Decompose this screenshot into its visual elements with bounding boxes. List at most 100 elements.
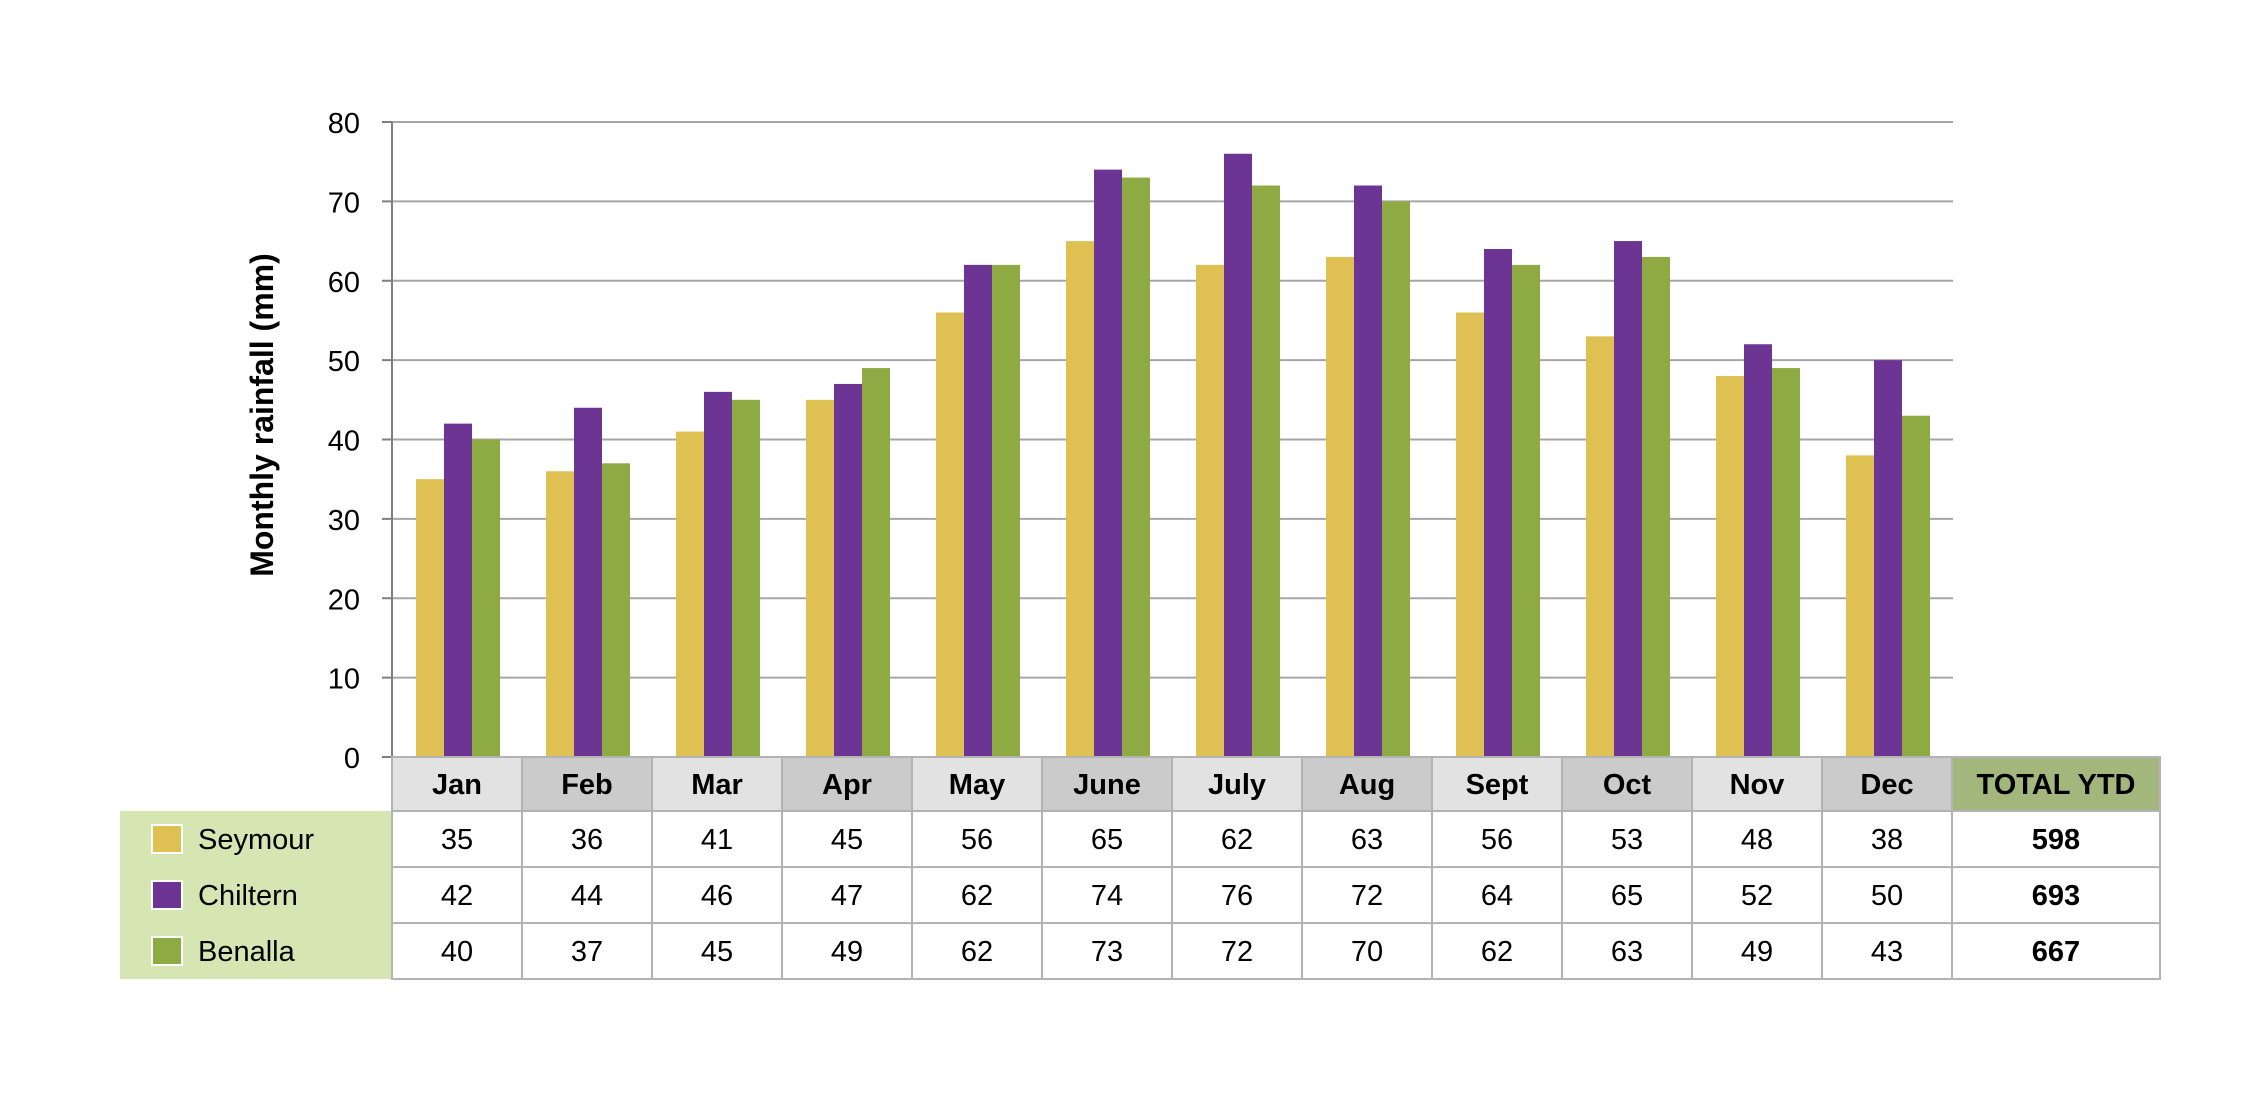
table-cell [1431,810,1563,868]
y-axis-label: Monthly rainfall (mm) [244,253,280,577]
data-label: 56 [961,824,993,856]
bar-seymour-aug [1326,256,1354,757]
data-label: 38 [1871,824,1903,856]
bar-seymour-mar [676,431,704,757]
data-label: 49 [1741,936,1773,968]
legend-label: Seymour [198,824,314,856]
data-label: 62 [961,936,993,968]
bar-benalla-feb [602,463,630,757]
legend-label: Benalla [198,936,296,968]
y-tick-label: 10 [328,664,360,696]
table-cell [1171,922,1303,980]
y-tick-label: 30 [328,505,360,537]
bar-seymour-dec [1846,455,1874,757]
bar-benalla-jan [472,439,500,757]
data-label: 72 [1351,880,1383,912]
data-label: 64 [1481,880,1513,912]
data-label: 45 [701,936,733,968]
data-label: 63 [1611,936,1643,968]
legend-swatch-benalla [151,936,183,966]
table-cell [1821,922,1953,980]
bar-benalla-sept [1512,264,1540,757]
table-cell [781,810,913,868]
y-tick-label: 20 [328,584,360,616]
bar-chiltern-sept [1484,249,1512,757]
table-header-cell [1821,756,1953,812]
table-header-cell [1041,756,1173,812]
table-cell [1171,866,1303,924]
x-tick-label: May [949,769,1005,801]
bar-benalla-aug [1382,201,1410,757]
table-cell [1561,866,1693,924]
table-header-cell [781,756,913,812]
x-tick-label: Sept [1466,769,1529,801]
bar-chiltern-feb [574,407,602,757]
data-label: 43 [1871,936,1903,968]
x-tick-label: Aug [1339,769,1395,801]
bar-seymour-may [936,312,964,757]
data-label: 70 [1351,936,1383,968]
bar-chiltern-nov [1744,344,1772,757]
total-value: 598 [2032,824,2080,856]
x-tick-label: June [1073,769,1141,801]
data-label: 44 [571,880,603,912]
legend-label: Chiltern [198,880,298,912]
x-tick-label: Dec [1860,769,1913,801]
total-header-label: TOTAL YTD [1977,769,2136,801]
legend-swatch-chiltern [151,880,183,910]
table-cell [651,810,783,868]
bar-chiltern-apr [834,383,862,757]
table-cell [1561,922,1693,980]
data-label: 53 [1611,824,1643,856]
bars [416,153,1930,757]
bar-benalla-mar [732,399,760,757]
bar-seymour-jan [416,479,444,757]
bar-chiltern-dec [1874,360,1902,757]
table-cell [1301,866,1433,924]
data-label: 49 [831,936,863,968]
table-cell [1561,810,1693,868]
bar-seymour-june [1066,241,1094,757]
data-label: 52 [1741,880,1773,912]
bar-chiltern-july [1224,153,1252,757]
x-tick-label: Mar [691,769,743,801]
bar-benalla-nov [1772,368,1800,757]
bar-benalla-dec [1902,415,1930,757]
table-cell [1041,922,1173,980]
total-value: 693 [2032,880,2080,912]
y-tick-label: 80 [328,108,360,140]
bar-seymour-july [1196,264,1224,757]
legend-swatch-seymour [151,824,183,854]
data-label: 65 [1611,880,1643,912]
x-tick-label: Feb [561,769,613,801]
bar-chiltern-may [964,264,992,757]
total-cell [1951,810,2161,868]
table-cell [521,810,653,868]
total-header-cell [1951,756,2161,812]
table-header-cell [521,756,653,812]
x-tick-label: Jan [432,769,482,801]
data-label: 72 [1221,936,1253,968]
data-label: 48 [1741,824,1773,856]
bar-chiltern-jan [444,423,472,757]
table-header-cell [1561,756,1693,812]
table-cell [391,810,523,868]
bar-benalla-oct [1642,256,1670,757]
data-label: 76 [1221,880,1253,912]
data-label: 36 [571,824,603,856]
x-tick-label: Apr [822,769,872,801]
y-tick-label: 60 [328,267,360,299]
table-cell [1301,922,1433,980]
table-cell [1821,866,1953,924]
total-cell [1951,866,2161,924]
data-label: 65 [1091,824,1123,856]
data-label: 47 [831,880,863,912]
data-label: 62 [1221,824,1253,856]
data-label: 62 [1481,936,1513,968]
table-cell [1691,922,1823,980]
y-tick-label: 40 [328,426,360,458]
data-label: 37 [571,936,603,968]
data-label: 41 [701,824,733,856]
bar-seymour-apr [806,399,834,757]
